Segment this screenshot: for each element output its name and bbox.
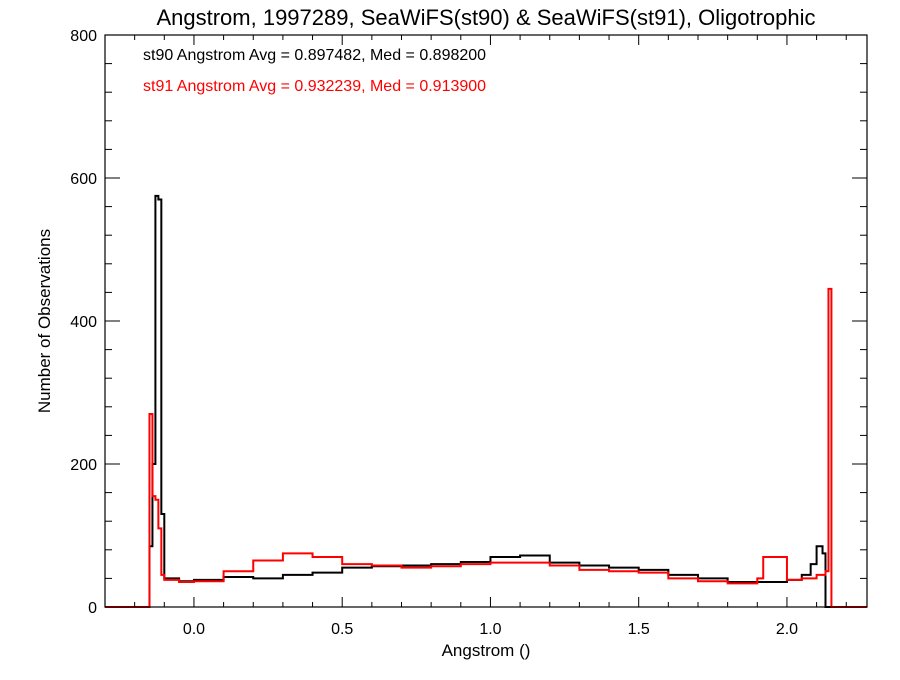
x-tick-label: 1.5 — [628, 621, 650, 638]
y-tick-label: 400 — [70, 314, 97, 331]
x-tick-label: 2.0 — [776, 621, 798, 638]
annotation-st91-stats: st91 Angstrom Avg = 0.932239, Med = 0.91… — [143, 78, 486, 95]
y-tick-label: 600 — [70, 171, 97, 188]
x-tick-label: 0.0 — [183, 621, 205, 638]
x-axis-label: Angstrom () — [442, 641, 531, 660]
y-axis-label: Number of Observations — [35, 229, 54, 413]
series-line-st90 — [105, 194, 867, 608]
chart-title: Angstrom, 1997289, SeaWiFS(st90) & SeaWi… — [156, 5, 815, 30]
y-tick-label: 200 — [70, 457, 97, 474]
annotation-st90-stats: st90 Angstrom Avg = 0.897482, Med = 0.89… — [143, 47, 486, 64]
y-tick-label: 800 — [70, 28, 97, 45]
series-line-st91 — [105, 287, 867, 608]
x-tick-label: 1.0 — [479, 621, 501, 638]
plot-frame — [104, 34, 868, 608]
y-tick-label: 0 — [88, 600, 97, 617]
x-tick-label: 0.5 — [331, 621, 353, 638]
